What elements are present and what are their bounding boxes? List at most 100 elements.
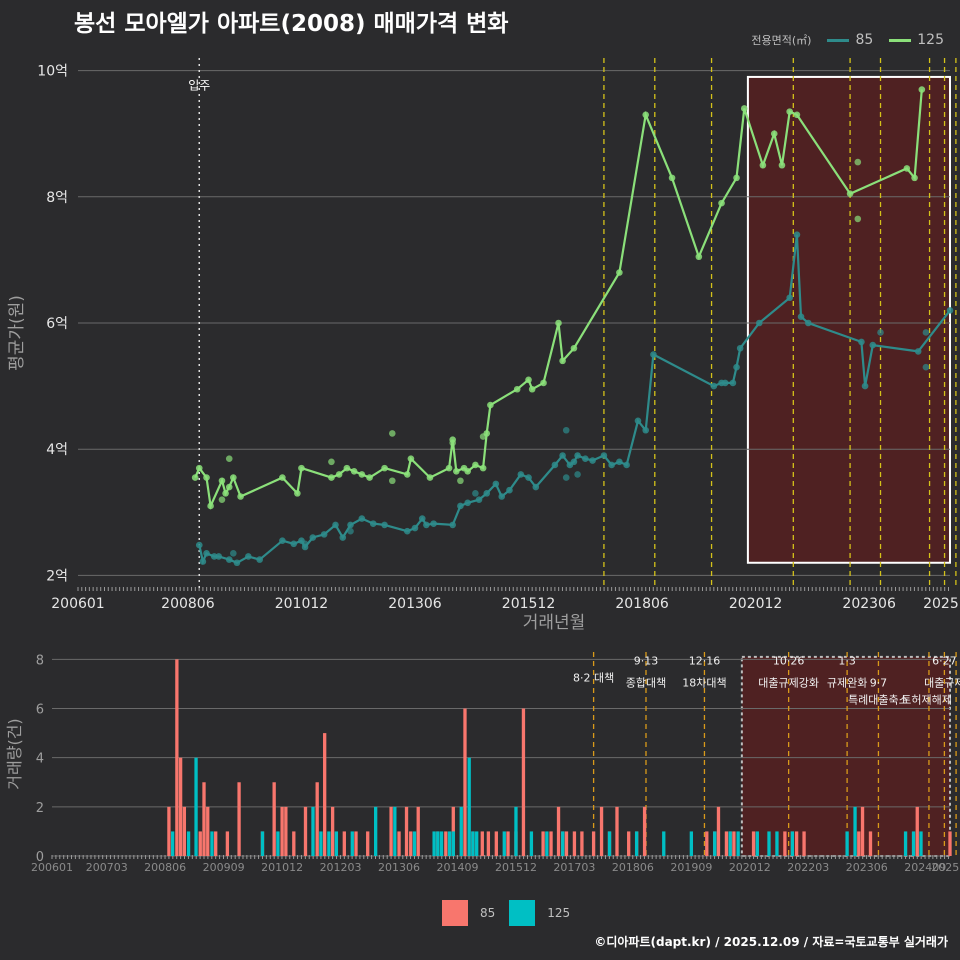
price-point-85 [589,457,596,464]
price-point-125 [479,464,487,472]
price-point-125 [222,490,229,497]
price-point-85 [418,515,426,522]
price-point-85 [797,313,805,320]
policy-annotation: 8·2 대책 [573,671,614,684]
x-tick-label: 200909 [203,861,245,874]
volume-bar-85 [409,831,413,856]
volume-bar-125 [775,831,779,856]
volume-bar-125 [903,831,908,856]
price-point-85 [914,348,922,355]
volume-bar-125 [447,831,452,856]
volume-bar-125 [186,831,191,856]
price-point-85 [736,344,744,352]
price-point-125 [559,357,566,365]
x-tick-label: 201512 [495,861,537,874]
series-line-125 [194,89,923,510]
legend-title: 전용면적(㎡) [751,34,812,47]
area-legend: 전용면적(㎡) 85 125 [751,32,950,48]
policy-annotation: 대출규제강화 [758,676,819,689]
volume-bar-125 [350,831,354,856]
price-point-85 [449,521,456,529]
volume-bar-85 [463,708,467,856]
price-point-85 [430,520,437,527]
price-point-85 [574,452,581,459]
price-point-125 [388,477,396,485]
price-point-125 [793,111,801,119]
price-point-85 [464,499,471,507]
price-point-125 [472,461,479,469]
volume-bar-85 [506,831,510,856]
volume-bar-125 [502,831,506,856]
price-point-125 [358,471,366,478]
price-point-125 [918,86,926,93]
price-point-85 [562,474,570,481]
price-point-125 [343,464,351,472]
price-point-125 [525,376,532,384]
volume-bar-85 [292,831,296,856]
price-point-125 [426,474,434,481]
volume-bar-125 [767,831,771,856]
price-point-85 [551,461,559,469]
volume-bar-85 [486,831,491,856]
volume-bar-85 [521,708,526,856]
volume-bar-125 [634,831,639,856]
volume-bar-85 [556,806,561,856]
price-point-125 [487,401,494,409]
price-point-125 [230,474,237,481]
volume-bar-125 [755,831,759,856]
volume-bar-85 [182,806,187,856]
volume-bar-85 [724,831,729,856]
volume-bar-85 [572,831,577,856]
policy-annotation: 대출규제 [924,676,960,689]
price-point-85 [600,452,608,459]
price-point-125 [449,439,456,447]
volume-bar-85 [915,806,919,856]
price-point-125 [759,161,767,169]
volume-bar-85 [303,806,308,856]
volume-bar-125 [432,831,436,856]
price-point-85 [642,426,650,434]
price-point-125 [207,502,214,510]
price-point-85 [245,553,252,560]
volume-bar-85 [802,831,806,856]
x-tick-label: 201306 [378,861,420,874]
volume-bar-125 [334,831,339,856]
volume-bar-125 [373,806,378,856]
price-point-125 [388,430,396,437]
x-tick-label: 202012 [729,861,771,874]
volume-bar-125 [689,831,694,856]
price-point-125 [225,455,233,462]
price-point-85 [570,458,578,466]
price-point-125 [294,490,301,497]
volume-bar-85 [599,806,604,856]
price-point-85 [347,521,354,529]
price-point-125 [642,111,650,119]
footer-credit: ©디아파트(dapt.kr) / 2025.12.09 / 자료=국토교통부 실… [594,935,948,949]
price-point-125 [203,474,210,481]
volume-bar-125 [911,831,916,856]
price-point-125 [770,130,778,138]
y-axis-title: 평균가(원) [7,295,27,371]
policy-annotation: 종합대책 [626,676,666,689]
volume-bar-125 [467,757,471,856]
price-point-125 [846,190,854,197]
price-point-85 [733,363,740,371]
volume-bar-125 [853,806,857,856]
x-tick-label: 200601 [31,861,73,874]
price-point-85 [483,490,491,497]
volume-bar-85 [167,806,171,856]
price-point-85 [279,537,286,544]
volume-bar-125 [529,831,534,856]
price-point-85 [301,540,309,548]
price-point-85 [215,553,223,560]
volume-bar-85 [225,831,230,856]
volume-bar-85 [860,806,865,856]
price-point-85 [922,363,930,371]
price-point-85 [650,351,657,358]
x-tick-label: 202409 [904,861,946,874]
x-tick-label: 200601 [51,596,104,612]
price-point-125 [366,474,373,481]
price-point-85 [210,553,218,560]
volume-bar-85 [178,757,183,856]
price-point-125 [854,215,862,223]
